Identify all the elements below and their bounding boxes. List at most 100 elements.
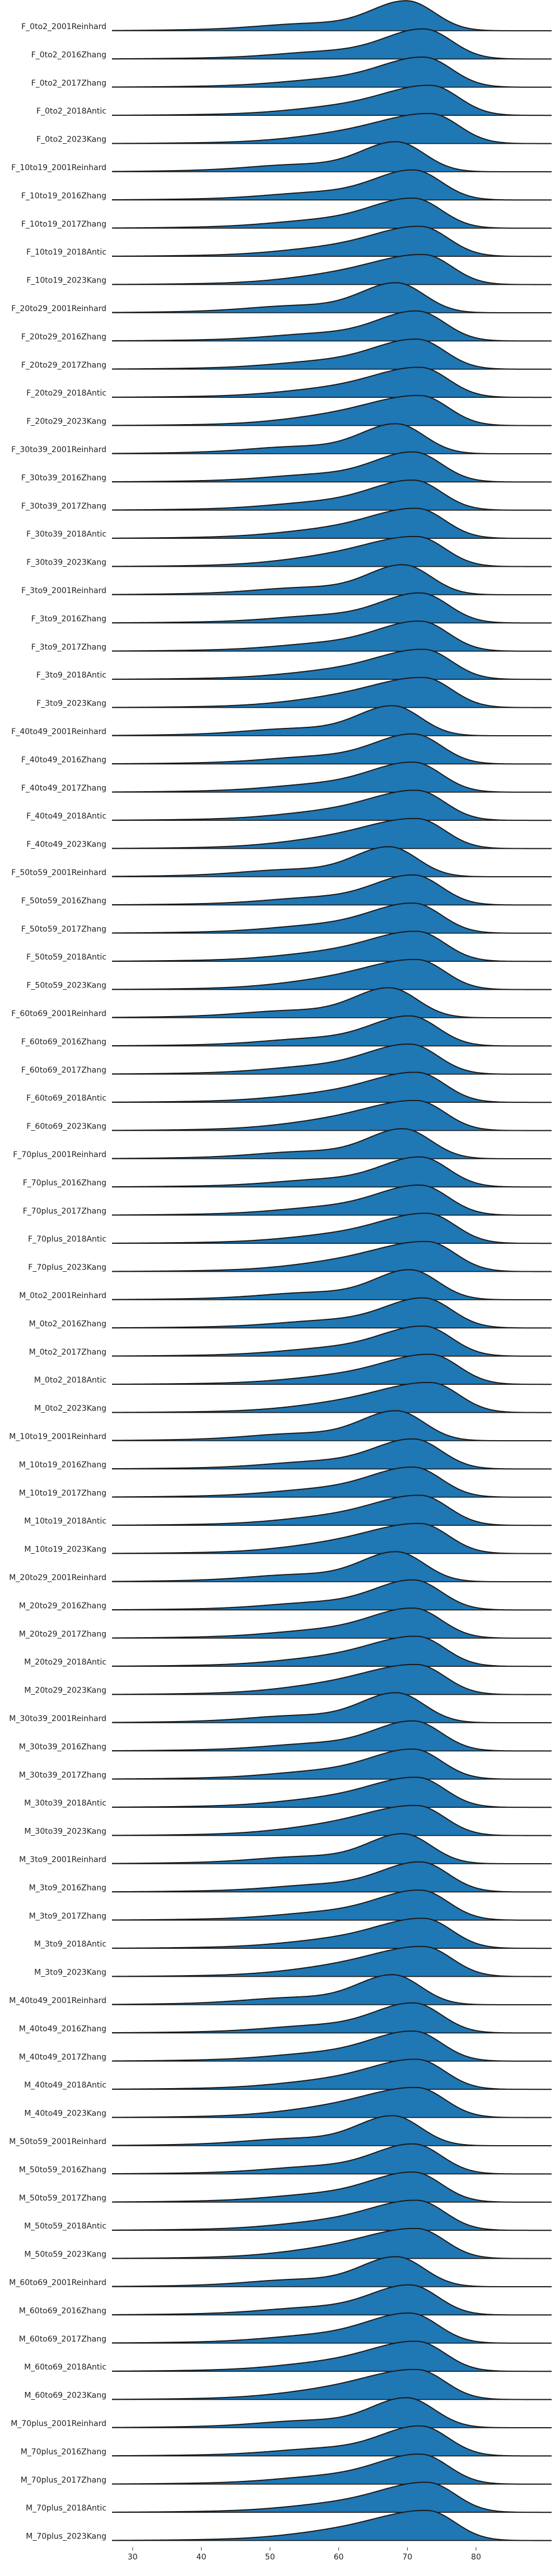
ridge-area	[112, 1693, 552, 1723]
ridge-label: M_60to69_2023Kang	[24, 2391, 106, 2400]
ridge-outline	[111, 2368, 552, 2400]
ridge-row: M_60to69_2023Kang	[24, 2368, 552, 2400]
ridge-outline	[111, 507, 552, 539]
ridge-outline	[111, 733, 552, 765]
ridge-label: M_3to9_2023Kang	[34, 1968, 106, 1977]
ridge-area	[112, 1241, 552, 1272]
ridge-outline	[111, 1381, 552, 1413]
ridge-row: F_50to59_2023Kang	[26, 958, 552, 990]
ridge-row: F_20to29_2023Kang	[26, 394, 552, 426]
ridge-label: M_3to9_2001Reinhard	[19, 1855, 106, 1864]
ridge-label: F_0to2_2017Zhang	[31, 79, 106, 88]
ridge-row: F_40to49_2023Kang	[26, 817, 552, 849]
ridge-label: M_70plus_2023Kang	[26, 2532, 106, 2541]
ridge-row: M_20to29_2018Antic	[24, 1635, 552, 1667]
ridge-area	[112, 818, 552, 849]
ridge-outline	[111, 902, 552, 934]
ridge-row: F_50to59_2001Reinhard	[11, 846, 552, 877]
ridge-area	[112, 847, 552, 877]
ridge-area	[112, 480, 552, 510]
ridge-outline	[111, 958, 552, 990]
ridge-area	[112, 2510, 552, 2541]
ridge-area	[112, 508, 552, 539]
ridge-row: M_40to49_2016Zhang	[19, 2002, 552, 2034]
ridge-label: M_10to19_2016Zhang	[19, 1460, 106, 1469]
ridge-area	[112, 1580, 552, 1610]
ridge-row: F_0to2_2001Reinhard	[21, 0, 552, 31]
ridge-row: F_20to29_2016Zhang	[21, 310, 552, 342]
ridge-area	[112, 2116, 552, 2146]
ridge-label: M_20to29_2023Kang	[24, 1686, 106, 1695]
ridge-label: M_30to39_2017Zhang	[19, 1771, 106, 1780]
ridge-outline	[111, 1212, 552, 1244]
ridge-row: M_3to9_2001Reinhard	[19, 1833, 552, 1864]
ridge-label: F_10to19_2018Antic	[26, 248, 106, 257]
ridge-area	[112, 1608, 552, 1638]
ridge-outline	[111, 1156, 552, 1188]
ridge-row: M_40to49_2001Reinhard	[9, 1974, 552, 2005]
ridge-label: F_30to39_2018Antic	[26, 530, 106, 539]
ridge-row: M_30to39_2023Kang	[24, 1804, 552, 1836]
ridge-label: M_3to9_2016Zhang	[29, 1883, 106, 1892]
ridge-label: M_40to49_2017Zhang	[19, 2053, 106, 2062]
ridge-label: M_0to2_2016Zhang	[29, 1319, 106, 1328]
ridge-label: M_30to39_2016Zhang	[19, 1742, 106, 1751]
ridge-label: M_30to39_2023Kang	[24, 1827, 106, 1836]
ridge-area	[112, 311, 552, 341]
ridge-area	[112, 875, 552, 905]
ridge-area	[112, 1523, 552, 1554]
ridge-area	[112, 2425, 552, 2456]
ridge-row: F_3to9_2023Kang	[36, 676, 552, 708]
ridge-outline	[111, 1043, 552, 1075]
ridge-area	[112, 1, 552, 31]
ridge-label: M_60to69_2018Antic	[24, 2363, 106, 2372]
ridge-label: F_30to39_2016Zhang	[21, 473, 106, 482]
ridge-row: F_30to39_2001Reinhard	[11, 423, 552, 454]
ridge-label: F_10to19_2023Kang	[26, 276, 106, 285]
ridge-label: M_70plus_2017Zhang	[21, 2476, 106, 2485]
ridge-label: M_50to59_2017Zhang	[19, 2194, 106, 2203]
ridge-area	[112, 903, 552, 933]
ridge-label: F_70plus_2017Zhang	[23, 1207, 106, 1216]
ridge-row: F_70plus_2023Kang	[28, 1240, 552, 1272]
ridge-row: M_50to59_2016Zhang	[19, 2143, 552, 2175]
ridge-label: M_10to19_2023Kang	[24, 1545, 106, 1554]
ridge-outline	[111, 2143, 552, 2175]
ridge-area	[112, 142, 552, 172]
ridge-area	[112, 1946, 552, 1977]
ridge-area	[112, 706, 552, 736]
ridge-row: F_70plus_2017Zhang	[23, 1184, 552, 1216]
ridge-area	[112, 1636, 552, 1667]
ridge-area	[112, 2228, 552, 2259]
ridge-outline	[111, 310, 552, 342]
ridge-row: F_40to49_2001Reinhard	[11, 705, 552, 736]
ridge-outline	[111, 253, 552, 285]
ridge-area	[112, 283, 552, 313]
ridge-label: F_70plus_2001Reinhard	[13, 1150, 106, 1159]
ridge-outline	[111, 198, 552, 229]
x-tick-label: 80	[471, 2553, 481, 2562]
ridge-outline	[111, 1325, 552, 1357]
ridge-area	[112, 959, 552, 990]
ridge-outline	[111, 1353, 552, 1385]
ridge-label: F_3to9_2016Zhang	[31, 614, 106, 623]
ridge-label: F_20to29_2016Zhang	[21, 332, 106, 341]
ridge-row: F_60to69_2023Kang	[26, 1099, 552, 1131]
ridge-area	[112, 395, 552, 426]
ridge-label: M_20to29_2001Reinhard	[9, 1573, 106, 1582]
ridge-row: M_0to2_2017Zhang	[29, 1325, 552, 1357]
ridge-row: F_3to9_2001Reinhard	[21, 564, 552, 595]
ridge-label: M_50to59_2023Kang	[24, 2250, 106, 2259]
ridge-area	[112, 1157, 552, 1187]
ridge-area	[112, 2172, 552, 2202]
ridge-area	[112, 2454, 552, 2484]
ridge-area	[112, 1354, 552, 1385]
ridge-row: M_30to39_2018Antic	[24, 1776, 552, 1808]
ridge-outline	[111, 225, 552, 257]
ridge-row: F_60to69_2018Antic	[26, 1071, 552, 1103]
ridge-label: M_0to2_2018Antic	[34, 1376, 106, 1385]
x-tick-label: 60	[334, 2553, 344, 2562]
ridge-row: F_10to19_2017Zhang	[21, 198, 552, 229]
ridge-row: F_50to59_2018Antic	[26, 930, 552, 962]
